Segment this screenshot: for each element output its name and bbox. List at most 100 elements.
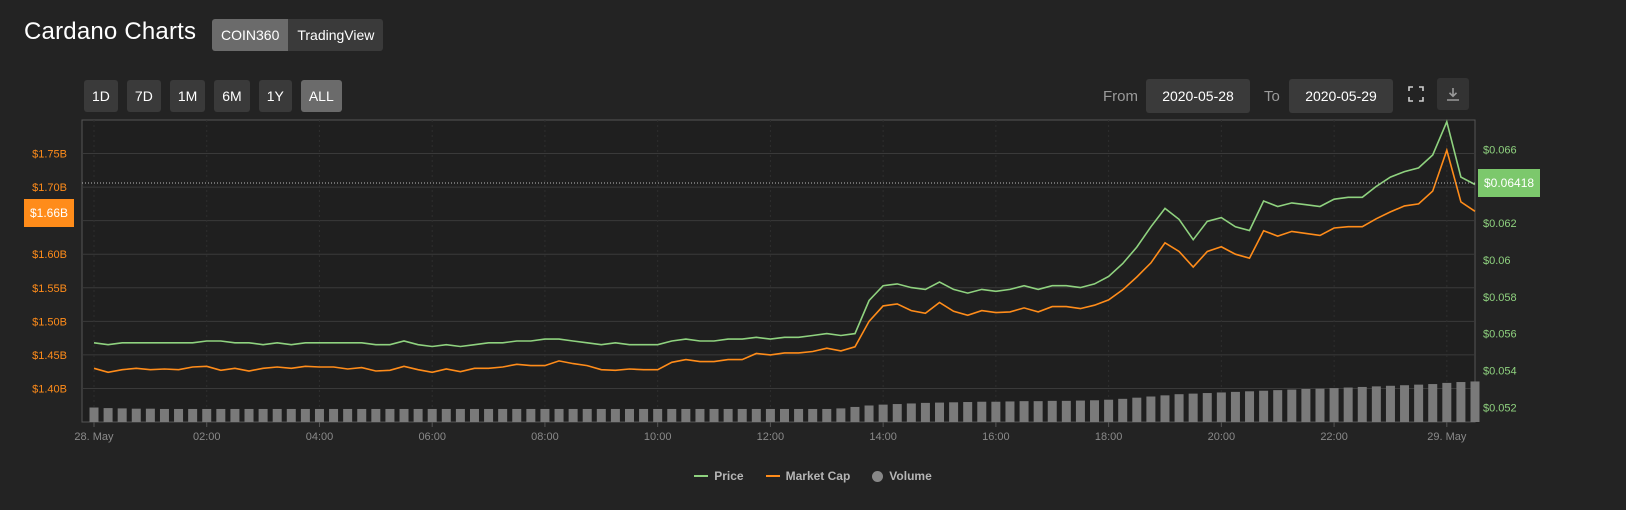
y-left-tick-label: $1.60B: [32, 249, 67, 261]
y-right-tick-label: $0.058: [1483, 292, 1517, 304]
from-date-input[interactable]: 2020-05-28: [1146, 79, 1250, 113]
volume-bar: [174, 408, 184, 422]
volume-bar: [202, 408, 212, 422]
volume-bar: [484, 408, 494, 422]
volume-bar: [286, 408, 296, 422]
from-label: From: [1103, 88, 1138, 105]
x-tick-label: 14:00: [869, 431, 897, 443]
range-7d-button[interactable]: 7D: [126, 80, 161, 112]
tab-tradingview[interactable]: TradingView: [288, 19, 384, 51]
volume-bar: [1315, 388, 1325, 422]
x-tick-label: 28. May: [74, 431, 114, 443]
range-1m-button[interactable]: 1M: [169, 80, 206, 112]
legend-market-cap[interactable]: Market Cap: [765, 469, 851, 483]
legend-price-label: Price: [714, 469, 744, 483]
volume-bar: [300, 408, 310, 422]
price-badge: $0.06418: [1478, 168, 1541, 197]
volume-bar: [1385, 385, 1395, 422]
x-tick-label: 20:00: [1208, 431, 1236, 443]
tab-coin360[interactable]: COIN360: [212, 19, 289, 51]
to-label: To: [1264, 88, 1280, 105]
y-right-tick-label: $0.056: [1483, 329, 1517, 341]
volume-bar: [596, 408, 606, 422]
volume-bar: [554, 408, 564, 422]
volume-bar: [117, 408, 127, 422]
legend-volume-label: Volume: [889, 469, 932, 483]
range-1y-button[interactable]: 1Y: [258, 80, 292, 112]
y-right-tick-label: $0.062: [1483, 218, 1517, 230]
volume-bar: [850, 406, 860, 422]
x-tick-label: 29. May: [1427, 431, 1467, 443]
volume-bar: [258, 408, 268, 422]
y-left-tick-label: $1.50B: [32, 316, 67, 328]
volume-bar: [512, 408, 522, 422]
fullscreen-button[interactable]: [1400, 78, 1432, 110]
volume-bar: [103, 408, 113, 422]
volume-bar: [89, 407, 99, 422]
volume-bar: [822, 408, 832, 422]
volume-bar: [1146, 396, 1156, 422]
volume-bar: [836, 408, 846, 422]
plot-area: [81, 119, 1476, 423]
volume-bar: [624, 408, 634, 422]
market-cap-line: [93, 147, 1476, 374]
volume-bar: [272, 408, 282, 422]
legend-volume-swatch: [872, 470, 884, 482]
volume-bar: [1245, 391, 1255, 422]
volume-bar: [1075, 400, 1085, 422]
range-all-button[interactable]: ALL: [300, 80, 342, 112]
volume-bar: [963, 402, 973, 422]
legend-market-cap-swatch: [765, 475, 780, 477]
legend-volume[interactable]: Volume: [872, 469, 932, 483]
page-title: Cardano Charts: [24, 18, 197, 45]
legend-price[interactable]: Price: [694, 469, 744, 483]
y-right-tick-label: $0.052: [1483, 402, 1517, 414]
volume-bar: [1442, 382, 1452, 422]
x-tick-label: 18:00: [1095, 431, 1123, 443]
volume-bar: [1118, 398, 1128, 422]
volume-bar: [906, 403, 916, 422]
volume-bar: [794, 408, 804, 422]
x-tick-label: 06:00: [418, 431, 446, 443]
x-tick-label: 16:00: [982, 431, 1010, 443]
volume-bar: [526, 408, 536, 422]
volume-bar: [244, 408, 254, 422]
volume-bar: [709, 408, 719, 422]
range-6m-button[interactable]: 6M: [214, 80, 250, 112]
volume-bar: [695, 408, 705, 422]
volume-bar: [188, 408, 198, 422]
volume-bar: [681, 408, 691, 422]
volume-bar: [357, 408, 367, 422]
volume-bar: [610, 408, 620, 422]
y-right-tick-label: $0.066: [1483, 144, 1517, 156]
y-left-tick-label: $1.75B: [32, 149, 67, 161]
volume-bar: [1019, 401, 1029, 422]
range-1d-button[interactable]: 1D: [84, 80, 118, 112]
x-tick-label: 12:00: [757, 431, 785, 443]
volume-bar: [1287, 389, 1297, 422]
volume-bar: [1230, 391, 1240, 422]
volume-bar: [1456, 382, 1466, 422]
volume-bar: [1188, 393, 1198, 422]
volume-bar: [568, 408, 578, 422]
to-date-input[interactable]: 2020-05-29: [1289, 79, 1393, 113]
volume-bar: [1428, 384, 1438, 422]
x-tick-label: 04:00: [306, 431, 334, 443]
download-button[interactable]: [1437, 78, 1469, 110]
volume-bar: [413, 408, 423, 422]
x-tick-label: 10:00: [644, 431, 672, 443]
range-selector: 1D 7D 1M 6M 1Y ALL: [84, 80, 342, 112]
volume-bar: [455, 408, 465, 422]
volume-bar: [131, 408, 141, 422]
volume-bar: [159, 408, 169, 422]
volume-bar: [427, 408, 437, 422]
volume-bar: [723, 408, 733, 422]
volume-bar: [498, 408, 508, 422]
market-cap-badge: $1.66B: [24, 199, 75, 227]
volume-bar: [1343, 387, 1353, 422]
volume-bar: [935, 402, 945, 422]
legend-market-cap-label: Market Cap: [785, 469, 851, 483]
volume-bar: [230, 408, 240, 422]
volume-bar: [991, 401, 1001, 422]
volume-bar: [653, 408, 663, 422]
